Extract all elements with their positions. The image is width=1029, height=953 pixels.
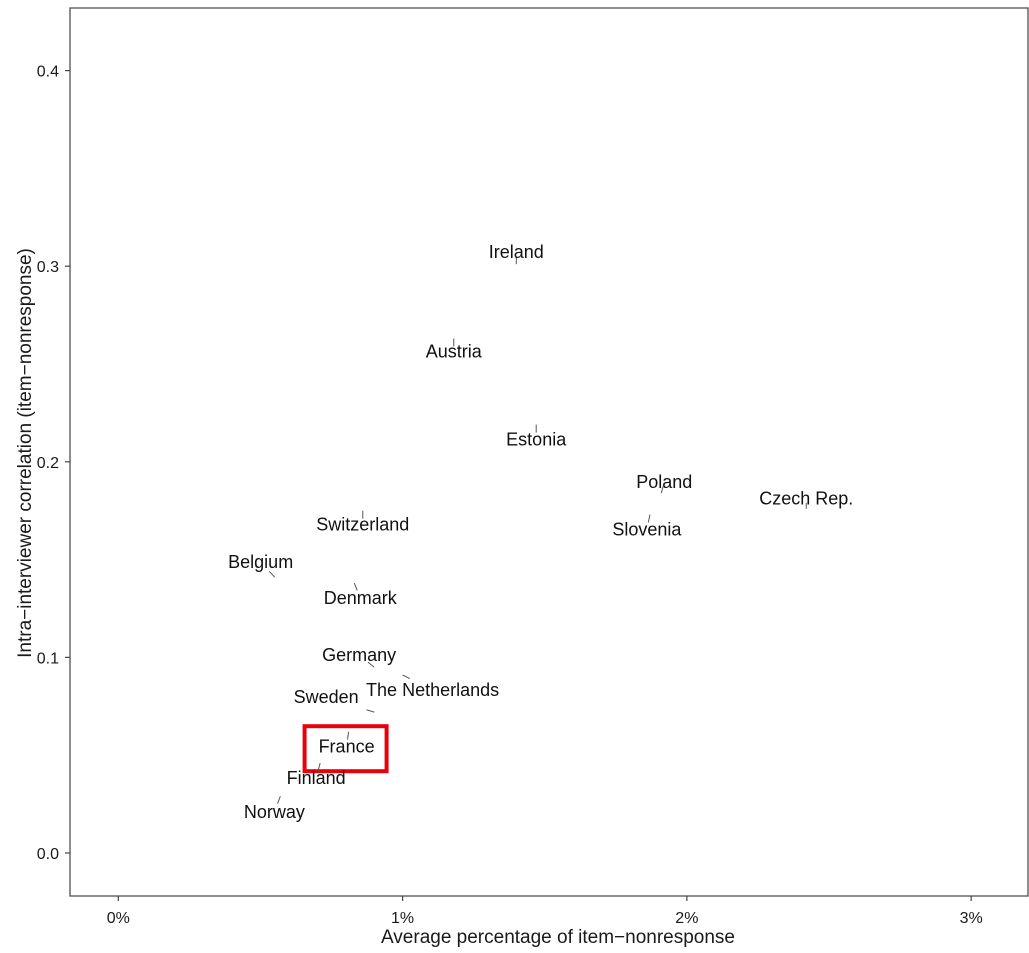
point-leader-line (277, 796, 281, 804)
point-leader-line (317, 762, 321, 771)
data-points: Ireland Austria Estonia Poland Czech Rep. Slo… (228, 242, 853, 822)
y-axis-title: Intra−interviewer correlation (item−nonr… (15, 248, 36, 658)
point-label: France (319, 737, 375, 757)
data-point: Ireland (489, 242, 544, 265)
point-leader-line (367, 661, 375, 668)
data-point: Switzerland (316, 510, 409, 535)
point-label: Switzerland (316, 515, 409, 535)
data-point: Denmark (324, 582, 398, 608)
point-label: Belgium (228, 552, 293, 572)
y-axis: 0.0 0.1 0.2 0.3 0.4 (37, 64, 70, 863)
point-label: Poland (636, 472, 692, 492)
data-point: Belgium (228, 552, 293, 578)
x-tick-label: 1% (391, 910, 414, 927)
point-label: The Netherlands (366, 680, 499, 700)
highlight-box (302, 724, 389, 774)
y-tick-label: 0.0 (37, 846, 59, 863)
point-leader-line (353, 582, 358, 591)
plot-panel-border (69, 7, 1029, 897)
data-point: France (302, 724, 389, 774)
data-point: The Netherlands (366, 674, 499, 700)
y-tick-label: 0.2 (37, 455, 59, 472)
point-label: Norway (244, 802, 305, 822)
point-label: Czech Rep. (759, 489, 853, 509)
x-axis: 0% 1% 2% 3% (107, 896, 983, 927)
point-label: Estonia (506, 430, 567, 450)
data-point: Czech Rep. (759, 489, 853, 509)
point-leader-line (268, 570, 276, 578)
data-point: Finland (287, 762, 346, 788)
x-tick-label: 0% (107, 910, 130, 927)
y-tick-label: 0.3 (37, 259, 59, 276)
data-point: Slovenia (612, 514, 682, 540)
data-point: Norway (244, 796, 305, 822)
point-leader-line (660, 486, 664, 494)
point-label: Germany (322, 645, 396, 665)
data-point: Austria (426, 338, 483, 362)
point-leader-line (366, 709, 375, 713)
y-tick-label: 0.4 (37, 64, 59, 81)
point-label: Slovenia (612, 520, 682, 540)
data-point: Sweden (294, 687, 375, 713)
point-leader-line (402, 674, 410, 680)
data-point: Estonia (506, 424, 567, 450)
point-label: Denmark (324, 588, 398, 608)
point-label: Sweden (294, 687, 359, 707)
data-point: Poland (636, 472, 692, 494)
x-tick-label: 2% (675, 910, 698, 927)
x-tick-label: 3% (960, 910, 983, 927)
x-axis-title: Average percentage of item−nonresponse (381, 927, 735, 948)
point-label: Finland (287, 768, 346, 788)
point-label: Ireland (489, 242, 544, 262)
point-label: Austria (426, 342, 483, 362)
y-tick-label: 0.1 (37, 650, 59, 667)
data-point: Germany (322, 645, 396, 668)
point-leader-line (647, 514, 651, 523)
point-leader-line (347, 731, 350, 740)
